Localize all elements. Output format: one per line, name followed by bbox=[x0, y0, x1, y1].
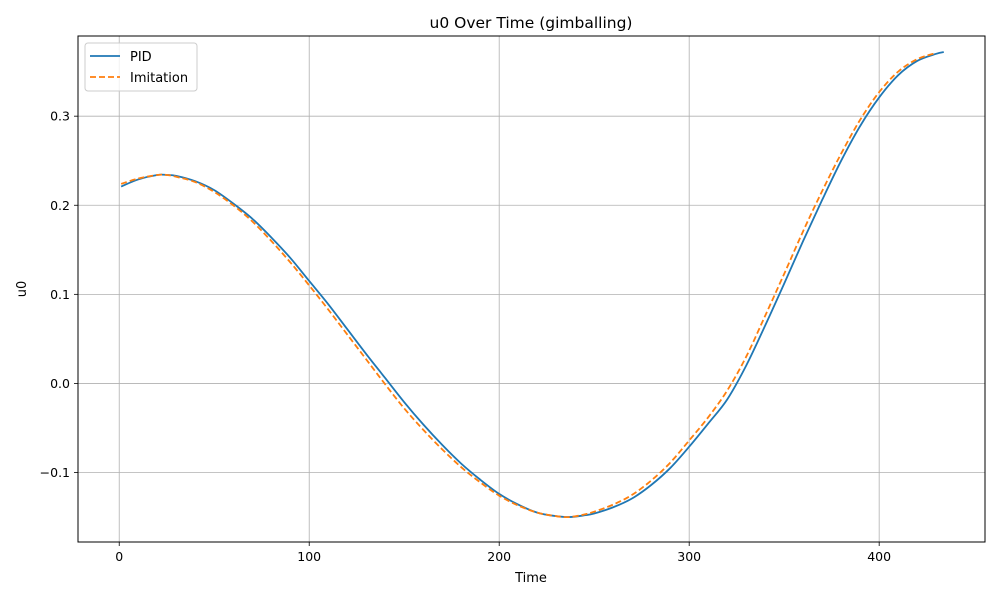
series-line-imitation bbox=[120, 52, 937, 519]
y-axis-label: u0 bbox=[15, 281, 30, 298]
legend: PID Imitation bbox=[84, 42, 198, 92]
x-tick-label: 400 bbox=[867, 549, 891, 564]
chart-title: u0 Over Time (gimballing) bbox=[430, 14, 633, 32]
legend-pid-label: PID bbox=[130, 50, 152, 65]
x-tick-label: 300 bbox=[677, 549, 701, 564]
x-axis-label: Time bbox=[514, 571, 547, 586]
legend-imitation-label: Imitation bbox=[130, 71, 188, 86]
x-axis-ticks: 0 100 200 300 400 bbox=[115, 542, 891, 564]
y-tick-label: 0.2 bbox=[50, 198, 70, 213]
series-lines bbox=[120, 51, 944, 519]
series-line-pid bbox=[120, 51, 944, 518]
x-tick-label: 200 bbox=[487, 549, 511, 564]
y-tick-label: −0.1 bbox=[40, 465, 70, 480]
y-axis-ticks: −0.1 0.0 0.1 0.2 0.3 bbox=[40, 109, 78, 480]
legend-box bbox=[84, 42, 198, 92]
y-tick-label: 0.0 bbox=[50, 376, 70, 391]
plot-frame bbox=[77, 35, 986, 543]
x-tick-label: 100 bbox=[297, 549, 321, 564]
y-tick-label: 0.1 bbox=[50, 287, 70, 302]
x-tick-label: 0 bbox=[115, 549, 123, 564]
grid bbox=[78, 36, 985, 542]
y-tick-label: 0.3 bbox=[50, 109, 70, 124]
